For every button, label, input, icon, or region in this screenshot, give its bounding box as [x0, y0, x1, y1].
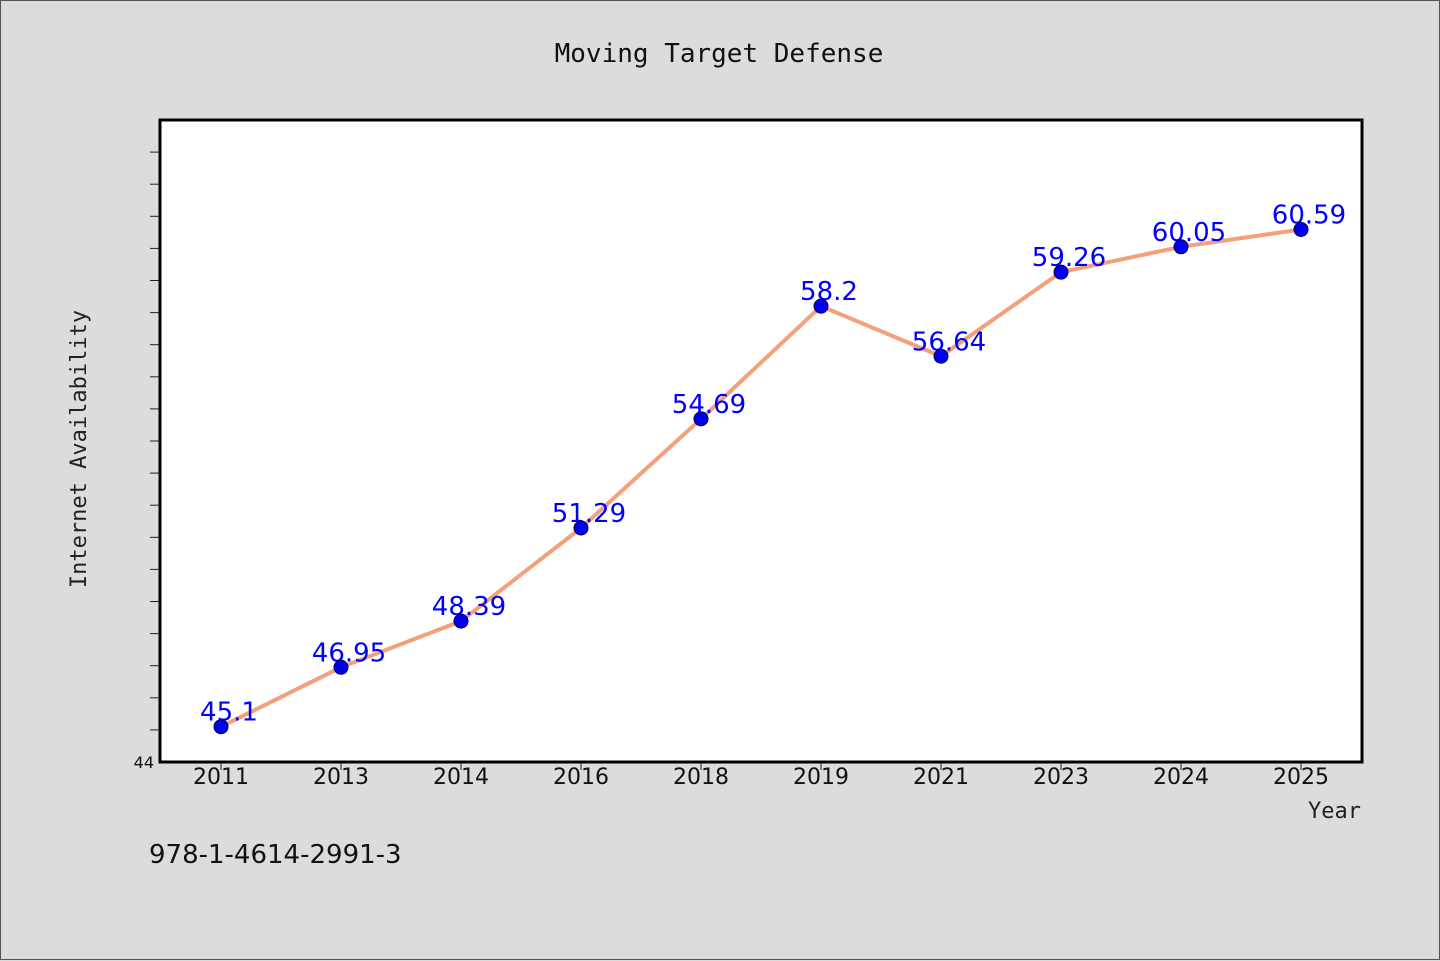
x-tick-label: 2023 — [1033, 765, 1089, 790]
x-tick-label: 2014 — [433, 765, 489, 790]
data-point — [453, 613, 469, 629]
data-label: 51.29 — [552, 499, 626, 529]
y-axis-label: Internet Availability — [67, 310, 92, 588]
data-label: 48.39 — [432, 592, 506, 622]
x-tick-label: 2011 — [193, 765, 249, 790]
data-point — [1293, 221, 1309, 237]
data-point — [933, 348, 949, 364]
data-point — [1053, 264, 1069, 280]
data-point — [813, 298, 829, 314]
x-tick-label: 2013 — [313, 765, 369, 790]
x-axis-label: Year — [1308, 799, 1361, 824]
data-label: 60.05 — [1152, 218, 1226, 248]
x-tick-label: 2019 — [793, 765, 849, 790]
x-tick-label: 2025 — [1273, 765, 1329, 790]
data-point — [213, 719, 229, 735]
data-label: 58.2 — [800, 277, 858, 307]
data-label: 56.64 — [912, 327, 986, 357]
data-point — [693, 411, 709, 427]
x-axis-ticks: 2011 2013 2014 2016 2018 2019 2021 2023 2024 2025 — [193, 762, 1329, 790]
data-label: 60.59 — [1272, 200, 1346, 230]
x-tick-label: 2021 — [913, 765, 969, 790]
data-label: 46.95 — [312, 638, 386, 668]
plot-area — [160, 120, 1362, 762]
data-label: 59.26 — [1032, 243, 1106, 273]
data-point — [1173, 239, 1189, 255]
x-tick-label: 2024 — [1153, 765, 1209, 790]
data-label: 54.69 — [672, 390, 746, 420]
x-tick-label: 2018 — [673, 765, 729, 790]
chart-title: Moving Target Defense — [555, 39, 884, 69]
x-tick-label: 2016 — [553, 765, 609, 790]
data-label: 45.1 — [200, 698, 258, 728]
footer-id-text: 978-1-4614-2991-3 — [149, 840, 402, 870]
data-point — [573, 520, 589, 536]
y-axis-ticks: 44 — [134, 151, 160, 772]
y-tick-label: 44 — [134, 753, 154, 772]
series-layer: 45.1 46.95 48.39 51.29 54.69 58.2 56.64 59.26 60… — [200, 200, 1346, 735]
plot-frame — [158, 118, 1364, 764]
data-point — [333, 659, 349, 675]
series-line — [219, 227, 1303, 729]
